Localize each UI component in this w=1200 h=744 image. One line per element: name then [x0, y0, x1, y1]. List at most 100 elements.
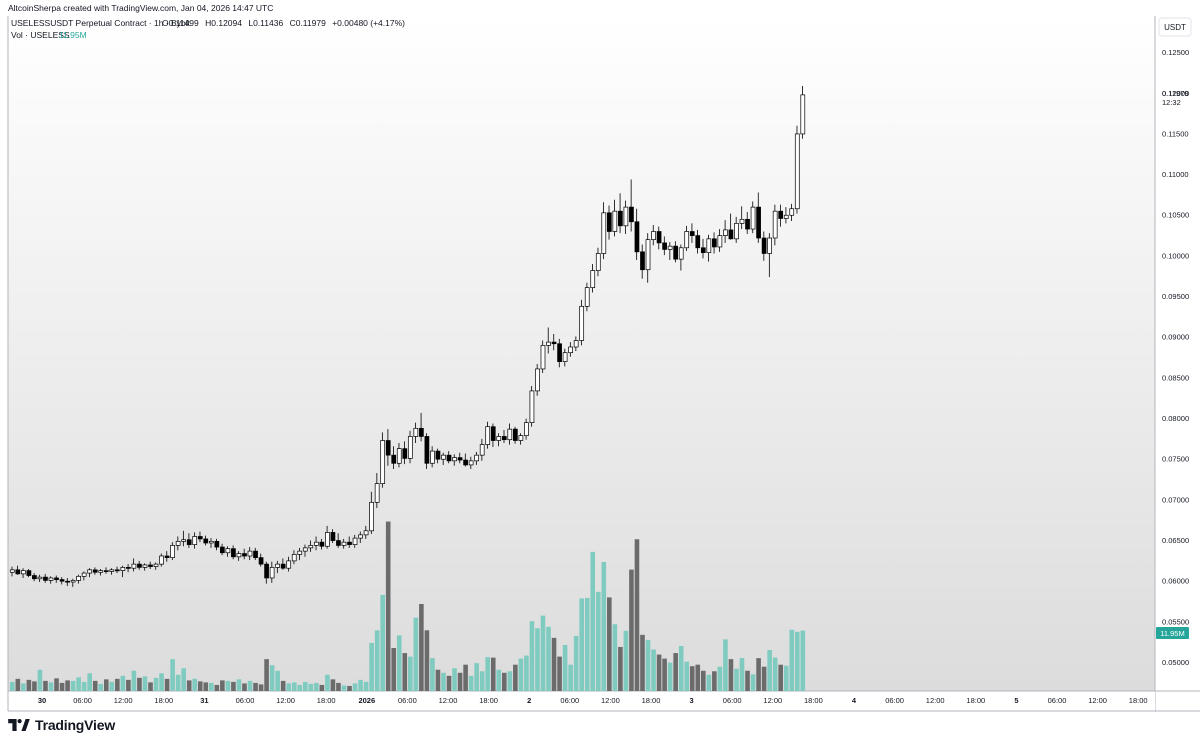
- volume-bar: [175, 674, 181, 691]
- candle-body: [347, 541, 352, 545]
- candle-body: [612, 210, 618, 232]
- candle: [568, 342, 573, 357]
- candle: [601, 202, 607, 260]
- price-tick-label: 0.12000: [1162, 89, 1189, 98]
- time-tick-label: 18:00: [1129, 696, 1148, 705]
- candle: [103, 567, 109, 574]
- candle-body: [236, 553, 242, 558]
- volume-bar: [673, 653, 678, 691]
- time-tick-label: 18:00: [154, 696, 173, 705]
- time-tick-label: 06:00: [73, 696, 92, 705]
- volume-bar: [319, 684, 325, 691]
- volume-bar: [242, 683, 247, 691]
- volume-bar: [618, 646, 623, 691]
- volume-bar: [81, 681, 87, 691]
- volume-bar: [220, 680, 225, 691]
- volume-bar: [601, 562, 607, 691]
- candle: [463, 453, 468, 467]
- candle: [485, 421, 491, 449]
- volume-bar: [170, 659, 175, 691]
- candle-body: [280, 563, 286, 569]
- candle: [87, 568, 93, 578]
- candle: [402, 441, 408, 465]
- candle: [336, 533, 341, 548]
- candle: [247, 547, 253, 561]
- candle-body: [253, 550, 258, 558]
- time-tick-label: 06:00: [398, 696, 417, 705]
- candle-body: [745, 218, 750, 230]
- volume-bar: [684, 661, 690, 691]
- candle-body: [15, 569, 21, 575]
- candle-body: [43, 576, 48, 581]
- candle: [341, 538, 347, 549]
- candle-body: [48, 577, 54, 581]
- last-price-countdown: 12:32: [1162, 98, 1181, 107]
- volume-bar: [26, 679, 32, 691]
- tradingview-logo-icon: [8, 719, 30, 731]
- candle: [651, 225, 656, 246]
- volume-bar: [535, 628, 540, 691]
- tradingview-logo[interactable]: TradingView: [8, 717, 115, 733]
- candle: [507, 423, 513, 445]
- candle-body: [700, 247, 706, 254]
- candle-body: [258, 557, 264, 565]
- candle-body: [800, 94, 806, 135]
- volume-bar: [463, 664, 468, 691]
- volume-bar: [590, 551, 596, 691]
- candle: [490, 423, 496, 448]
- candle: [468, 456, 474, 469]
- candle-body: [26, 570, 32, 576]
- candle: [70, 578, 76, 587]
- candle: [319, 538, 325, 550]
- candle: [181, 530, 187, 547]
- volume-bar: [446, 675, 452, 691]
- volume-bar: [363, 681, 369, 691]
- candle-body: [419, 427, 424, 437]
- candle-body: [396, 448, 402, 464]
- price-tick-label: 0.09500: [1162, 292, 1189, 301]
- candle: [479, 438, 485, 461]
- candle-body: [137, 563, 142, 568]
- candle: [535, 364, 540, 396]
- legend: USELESSUSDT Perpetual Contract · 1h · By…: [11, 18, 405, 40]
- volume-bar: [419, 603, 424, 691]
- volume-bar: [120, 675, 126, 691]
- candle-body: [59, 579, 65, 582]
- candle-body: [606, 212, 612, 232]
- volume-bar: [452, 668, 457, 691]
- candle-body: [518, 435, 524, 441]
- volume-bar: [557, 656, 562, 691]
- volume-bar: [347, 685, 352, 691]
- candle-body: [336, 540, 341, 546]
- time-tick-label: 18:00: [479, 696, 498, 705]
- candle-body: [490, 426, 496, 441]
- volume-bar: [192, 678, 198, 691]
- candle-body: [92, 569, 98, 573]
- candle-body: [225, 548, 231, 554]
- candle-body: [37, 576, 43, 580]
- volume-bar: [336, 682, 341, 691]
- candle: [32, 573, 37, 582]
- candle: [562, 348, 568, 367]
- candle: [673, 241, 679, 263]
- volume-bar: [689, 666, 695, 691]
- candle: [407, 430, 413, 464]
- candle-body: [9, 569, 15, 573]
- price-tick-label: 0.05500: [1162, 617, 1189, 626]
- candle: [214, 538, 220, 551]
- candle: [302, 544, 308, 557]
- candle-body: [474, 454, 479, 462]
- volume-bar: [37, 669, 43, 691]
- volume-bar: [551, 637, 557, 691]
- candle: [667, 242, 673, 260]
- candle-body: [446, 454, 452, 462]
- currency-button[interactable]: [1158, 17, 1192, 37]
- volume-bar: [496, 669, 502, 691]
- candle: [197, 531, 203, 543]
- candle: [65, 577, 70, 587]
- candle: [612, 199, 618, 237]
- candle-body: [557, 343, 562, 362]
- time-tick-label: 12:00: [276, 696, 295, 705]
- attribution-bar: AltcoinSherpa created with TradingView.c…: [0, 0, 1200, 16]
